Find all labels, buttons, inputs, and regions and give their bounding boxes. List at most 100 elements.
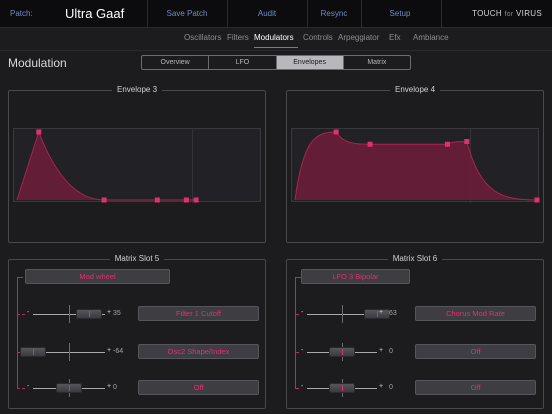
patch-name[interactable]: Ultra Gaaf — [65, 6, 125, 21]
amount-value: 0 — [389, 384, 393, 391]
destination-select[interactable]: Filter 1 Cutoff — [138, 306, 259, 321]
audit-button[interactable]: Audit — [257, 9, 277, 18]
route-connector — [17, 388, 25, 389]
route-connector — [295, 352, 299, 353]
setup-button[interactable]: Setup — [389, 9, 411, 18]
envelope-title: Envelope 3 — [111, 85, 163, 94]
envelope-handle[interactable] — [464, 139, 470, 145]
envelope-title: Envelope 4 — [389, 85, 441, 94]
patch-label: Patch: — [10, 9, 33, 18]
slider-plus-icon[interactable]: + — [107, 309, 112, 316]
knob-marker — [69, 385, 71, 391]
amount-slider-knob[interactable] — [364, 309, 390, 319]
amount-value: 63 — [389, 310, 397, 317]
knob-marker — [89, 311, 91, 317]
slider-minus-icon[interactable]: - — [27, 309, 30, 316]
slider-center-mark — [69, 343, 70, 361]
slider-plus-icon[interactable]: + — [107, 383, 112, 390]
top-bar: Patch: Ultra Gaaf Save Patch Audit Resyn… — [0, 0, 552, 28]
divider — [227, 0, 228, 28]
slider-plus-icon[interactable]: + — [379, 347, 384, 354]
envelope-graph-4[interactable] — [291, 128, 540, 203]
destination-select[interactable]: Off — [415, 380, 536, 395]
slider-plus-icon[interactable]: + — [107, 347, 112, 354]
tab-ambiance[interactable]: Ambiance — [413, 33, 449, 42]
route-connector — [17, 314, 25, 315]
envelope-handle[interactable] — [367, 141, 373, 147]
main-tabs: Oscillators Filters Modulators Controls … — [0, 33, 552, 47]
amount-slider-knob[interactable] — [329, 383, 356, 393]
matrix-slot-title: Matrix Slot 5 — [109, 254, 165, 263]
app-logo: TOUCH for VIRUS — [472, 9, 542, 18]
source-connector — [295, 277, 301, 278]
matrix-slot-panel-6: Matrix Slot 6 LFO 3 Bipolar - +63 Chorus M… — [286, 254, 544, 409]
slider-minus-icon[interactable]: - — [301, 309, 304, 316]
route-connector — [295, 314, 299, 315]
tab-efx[interactable]: Efx — [389, 33, 401, 42]
envelope-fill — [295, 132, 537, 200]
slider-center-mark — [69, 305, 70, 323]
amount-slider-knob[interactable] — [76, 309, 103, 319]
envelope-handle[interactable] — [333, 129, 339, 135]
destination-select[interactable]: Off — [138, 380, 259, 395]
tab-envelopes[interactable]: Envelopes — [276, 56, 344, 69]
matrix-slot-title: Matrix Slot 6 — [387, 254, 443, 263]
slider-minus-icon[interactable]: - — [27, 383, 30, 390]
page-title: Modulation — [8, 56, 67, 70]
destination-select[interactable]: Off — [415, 344, 536, 359]
knob-marker — [377, 311, 378, 317]
tab-modulators[interactable]: Modulators — [254, 33, 294, 42]
divider — [0, 50, 552, 51]
slider-plus-icon[interactable]: + — [379, 309, 384, 316]
slider-center-mark — [342, 305, 343, 323]
save-patch-button[interactable]: Save Patch — [166, 9, 208, 18]
amount-value: -64 — [113, 348, 124, 355]
divider — [441, 0, 442, 28]
source-connector — [17, 277, 18, 388]
envelope-curve-3[interactable] — [14, 129, 262, 203]
tab-lfo[interactable]: LFO — [209, 56, 277, 69]
knob-marker — [33, 349, 34, 355]
envelope-handle[interactable] — [36, 129, 42, 135]
tab-overview[interactable]: Overview — [142, 56, 210, 69]
envelope-handle[interactable] — [444, 141, 450, 147]
slider-minus-icon[interactable]: - — [301, 383, 304, 390]
logo-virus: VIRUS — [516, 9, 542, 18]
matrix-slot-panel-5: Matrix Slot 5 Mod wheel - +35 Filter 1 Cut… — [8, 254, 266, 409]
amount-value: 0 — [389, 348, 393, 355]
amount-slider-knob[interactable] — [329, 347, 356, 357]
envelope-handle[interactable] — [183, 197, 189, 203]
divider — [307, 0, 308, 28]
amount-slider-knob[interactable] — [20, 347, 46, 357]
resync-button[interactable]: Resync — [320, 9, 348, 18]
envelope-graph-3[interactable] — [13, 128, 262, 203]
tab-controls[interactable]: Controls — [303, 33, 333, 42]
source-select[interactable]: Mod wheel — [25, 269, 170, 284]
destination-select[interactable]: Chorus Mod Rate — [415, 306, 536, 321]
envelope-handle[interactable] — [154, 197, 160, 203]
envelope-fill — [17, 132, 197, 200]
tab-filters[interactable]: Filters — [227, 33, 249, 42]
destination-select[interactable]: Osc2 Shape/Index — [138, 344, 259, 359]
amount-value: 35 — [113, 310, 121, 317]
knob-marker — [342, 349, 344, 355]
tab-arpeggiator[interactable]: Arpeggiator — [338, 33, 380, 42]
tab-oscillators[interactable]: Oscillators — [184, 33, 222, 42]
tab-matrix[interactable]: Matrix — [367, 59, 387, 66]
sub-tabs: Overview LFO Envelopes Matrix — [141, 55, 411, 70]
route-connector — [295, 388, 299, 389]
divider — [147, 0, 148, 28]
source-select[interactable]: LFO 3 Bipolar — [301, 269, 410, 284]
envelope-handle[interactable] — [193, 197, 199, 203]
envelope-handle[interactable] — [534, 197, 540, 203]
knob-marker — [342, 385, 344, 391]
slider-plus-icon[interactable]: + — [379, 383, 384, 390]
envelope-panel-3: Envelope 3 — [8, 85, 266, 243]
amount-value: 0 — [113, 384, 117, 391]
amount-slider-knob[interactable] — [56, 383, 83, 393]
divider — [361, 0, 362, 28]
slider-minus-icon[interactable]: - — [301, 347, 304, 354]
envelope-handle[interactable] — [101, 197, 107, 203]
envelope-panel-4: Envelope 4 — [286, 85, 544, 243]
envelope-curve-4[interactable] — [292, 129, 540, 203]
